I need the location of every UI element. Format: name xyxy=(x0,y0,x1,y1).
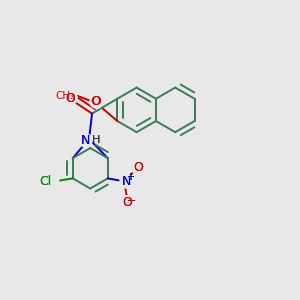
Circle shape xyxy=(132,161,145,175)
Text: −: − xyxy=(127,196,136,206)
Text: N: N xyxy=(81,134,90,147)
Text: O: O xyxy=(66,92,76,105)
Text: +: + xyxy=(126,172,134,182)
Text: +: + xyxy=(126,172,134,182)
Text: O: O xyxy=(134,161,143,175)
Text: H: H xyxy=(92,135,101,145)
Text: Cl: Cl xyxy=(39,175,51,188)
Circle shape xyxy=(90,95,103,108)
Circle shape xyxy=(44,174,59,189)
Text: O: O xyxy=(122,196,132,209)
Text: N: N xyxy=(81,134,90,147)
Text: −: − xyxy=(127,196,136,206)
Text: N: N xyxy=(122,175,131,188)
Text: N: N xyxy=(122,175,131,188)
Text: O: O xyxy=(92,95,101,108)
Circle shape xyxy=(79,134,92,147)
Text: O: O xyxy=(134,161,143,175)
Circle shape xyxy=(121,196,134,209)
Text: O: O xyxy=(90,95,100,108)
Text: H: H xyxy=(92,135,101,145)
Circle shape xyxy=(64,92,77,105)
Text: O: O xyxy=(122,196,132,209)
Text: Cl: Cl xyxy=(39,175,51,188)
Text: CH₃: CH₃ xyxy=(55,91,74,101)
Circle shape xyxy=(120,175,133,188)
Text: O: O xyxy=(66,92,76,105)
